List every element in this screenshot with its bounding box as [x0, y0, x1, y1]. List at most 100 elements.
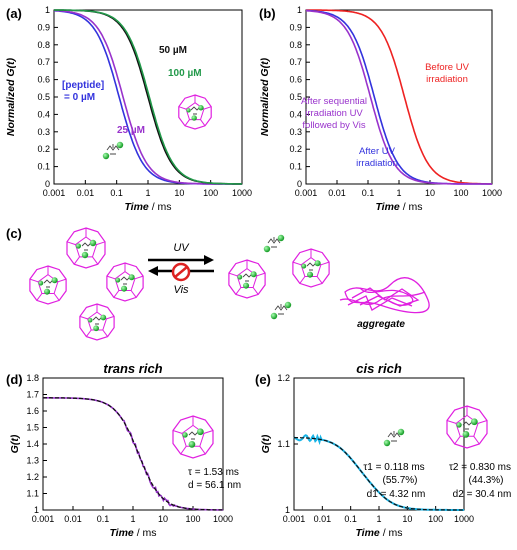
cage-edge: [36, 293, 43, 301]
chart-a: 0.001 0.01 0.1 1 10 100 1000 0 0.1 0.2 0.3 0.4 0.5 0.…: [5, 5, 252, 213]
y-tick-label: 1.1: [26, 489, 39, 499]
x-axis-label-var: Time: [355, 527, 379, 539]
series-line-0: [306, 9, 492, 185]
y-tick-label: 1: [45, 5, 50, 15]
chart-title: trans rich: [103, 361, 162, 376]
green-sphere-icon: [115, 277, 121, 283]
x-tick-label: 0.1: [362, 188, 375, 198]
aggregate-icon: [339, 277, 430, 314]
cage-edge: [299, 276, 306, 284]
annotation-seq-1: After sequential: [301, 96, 367, 107]
x-tick-label: 0.01: [64, 514, 82, 524]
x-tick-label: 10: [158, 514, 168, 524]
chart-b-annotations: Before UV irradiation After sequential i…: [301, 62, 470, 169]
y-tick-label: 0.5: [289, 92, 302, 102]
cage-edge: [477, 420, 488, 424]
green-sphere-icon: [93, 325, 99, 332]
fit-line: [294, 437, 464, 511]
panel-label-c: (c): [6, 226, 22, 241]
frac2-e: (44.3%): [468, 475, 503, 486]
y-axis-label: Normalized G(t): [5, 57, 17, 136]
cage-icon: [172, 415, 214, 459]
cage-outer: [228, 259, 266, 299]
molecule-icon: [270, 301, 292, 320]
y-tick-label: 0.4: [37, 109, 50, 119]
x-axis-label-var: Time: [109, 527, 133, 539]
y-tick-label: 1.1: [277, 439, 290, 449]
x-tick-label: 10: [425, 188, 435, 198]
arrow-uv-label: UV: [173, 242, 190, 254]
prohibited-icon: [171, 262, 191, 282]
x-tick-label: 1000: [213, 514, 233, 524]
y-tick-label: 0.8: [37, 40, 50, 50]
y-tick-label: 0.9: [37, 22, 50, 32]
cage-edge: [473, 436, 480, 445]
arrow-uv-head: [204, 255, 214, 265]
annotation-seq-2: irradiation UV: [305, 108, 363, 119]
x-axis-label-unit: / ms: [149, 201, 172, 213]
green-sphere-icon: [75, 243, 81, 249]
y-tick-label: 0.1: [37, 162, 50, 172]
x-tick-label: 0.1: [110, 188, 123, 198]
x-axis-label-unit: / ms: [134, 527, 157, 539]
green-sphere-icon: [243, 282, 250, 289]
cage-edge: [203, 106, 212, 110]
panel-label-e: (e): [255, 372, 271, 387]
x-tick-label: 0.1: [97, 514, 110, 524]
y-tick-label: 0: [297, 179, 302, 189]
tau2-e: τ2 = 0.830 ms: [449, 462, 511, 473]
molecule-lines: [306, 262, 317, 271]
cage-icon: [446, 405, 488, 449]
y-tick-label: 0.6: [37, 75, 50, 85]
cage-edge: [172, 430, 183, 434]
green-sphere-icon: [100, 314, 107, 321]
green-sphere-icon: [188, 440, 196, 448]
green-sphere-icon: [237, 274, 243, 280]
green-sphere-icon: [186, 108, 191, 113]
x-tick-label: 1: [145, 188, 150, 198]
y-tick-label: 0.1: [289, 162, 302, 172]
aggregate-label: aggregate: [357, 319, 405, 330]
annotation-50um: 50 µM: [159, 45, 187, 56]
x-tick-label: 100: [453, 188, 468, 198]
green-sphere-icon: [116, 141, 124, 149]
cage-edge: [73, 256, 80, 265]
cage-edge: [252, 287, 259, 295]
molecule-lines: [92, 316, 103, 325]
cage-edge: [235, 287, 242, 295]
cage-icon: [292, 248, 330, 288]
x-axis-label-var: Time: [124, 201, 148, 213]
y-axis-label: G(t): [9, 434, 21, 453]
cage-outer: [79, 303, 115, 341]
green-sphere-icon: [87, 317, 93, 323]
cage-edge: [79, 315, 88, 320]
diam-d: d = 56.1 nm: [188, 480, 241, 491]
green-sphere-icon: [81, 251, 89, 259]
chart-a-annotations: [peptide] = 0 µM 25 µM 50 µM 100 µM: [62, 45, 202, 136]
y-tick-label: 1: [34, 505, 39, 515]
x-tick-label: 0.001: [43, 188, 66, 198]
cage-edge: [256, 272, 266, 277]
x-tick-label: 10: [402, 514, 412, 524]
cage-edge: [96, 241, 106, 246]
x-axis-label: Time / ms: [124, 201, 171, 213]
annotation-peptide-zero: = 0 µM: [64, 92, 95, 103]
tau1-e: τ1 = 0.118 ms: [363, 462, 424, 473]
icons: [29, 94, 488, 459]
x-tick-label: 0.01: [314, 514, 332, 524]
green-sphere-icon: [383, 439, 391, 447]
panel-label-d: (d): [6, 372, 23, 387]
cage-edge: [454, 436, 461, 445]
y-tick-label: 1: [285, 505, 290, 515]
cage-icon: [66, 227, 106, 269]
cage-edge: [106, 275, 116, 280]
x-tick-label: 1000: [482, 188, 502, 198]
tau-d: τ = 1.53 ms: [188, 467, 239, 478]
cage-edge: [66, 241, 76, 246]
y-tick-label: 1.2: [26, 472, 39, 482]
cage-edge: [113, 290, 120, 298]
molecule-icon: [263, 234, 285, 253]
y-tick-label: 1: [297, 5, 302, 15]
cage-edge: [446, 420, 457, 424]
cage-edge: [200, 119, 206, 127]
